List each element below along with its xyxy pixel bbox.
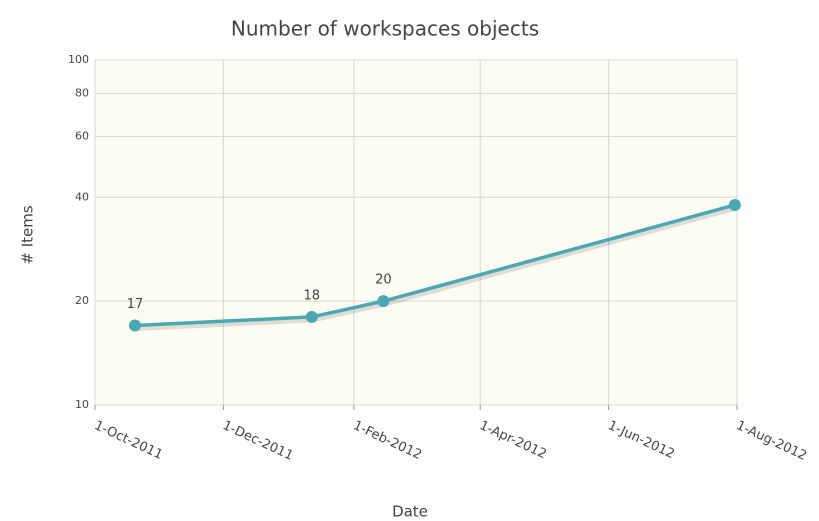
point [128, 319, 141, 332]
chart-title: Number of workspaces objects [231, 17, 539, 41]
x-axis-label: Date [392, 503, 428, 521]
point [305, 310, 318, 323]
x-tick-label: 1-Oct-2011 [92, 418, 165, 463]
y-tick-label: 80 [75, 86, 89, 99]
point [377, 295, 390, 308]
line [134, 203, 736, 328]
x-tick-label: 1-Dec-2011 [220, 418, 295, 464]
x-tick-label: 1-Jun-2012 [605, 418, 676, 462]
data-label: 20 [375, 273, 392, 288]
x-tick-label: 1-Apr-2012 [477, 418, 549, 462]
line-shadow [135, 205, 737, 331]
point [728, 198, 741, 211]
y-tick-label: 60 [75, 130, 89, 143]
data-label: 18 [304, 288, 321, 303]
y-axis-label: # Items [19, 205, 37, 264]
y-tick-label: 20 [75, 294, 89, 307]
y-tick-label: 100 [68, 53, 89, 66]
x-tick-label: 1-Aug-2012 [734, 418, 809, 464]
y-tick-label: 40 [75, 190, 89, 203]
y-tick-label: 10 [75, 398, 89, 411]
x-tick-label: 1-Feb-2012 [351, 418, 424, 463]
data-label: 17 [127, 297, 144, 312]
